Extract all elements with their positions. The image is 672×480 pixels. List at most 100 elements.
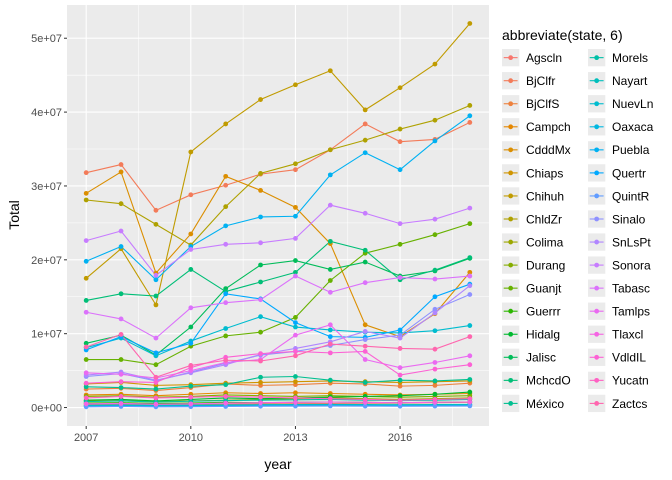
series-line-sinalo	[86, 294, 471, 382]
legend-key-point	[594, 55, 600, 61]
legend-label: Nayart	[612, 74, 648, 88]
data-point-vdldil	[327, 350, 333, 356]
data-point-yucatn	[188, 394, 194, 400]
data-point-quintr	[362, 403, 368, 409]
legend-item-tamlps: Tamlps	[588, 302, 650, 320]
legend-key-point	[508, 216, 514, 222]
data-point-quertr	[188, 340, 194, 346]
series-line-chldzr	[86, 104, 471, 246]
data-point-nuevln	[467, 323, 473, 328]
data-point-chihuh	[258, 97, 263, 102]
data-point-chldzr	[467, 103, 473, 108]
data-point-jalisc	[83, 340, 89, 346]
data-point-tlaxcl	[327, 399, 333, 405]
legend-item-guanjt: Guanjt	[502, 279, 562, 297]
data-point-cdddmx	[258, 187, 263, 193]
data-point-guanjt	[432, 232, 438, 238]
data-point-puebla	[467, 113, 473, 119]
series-line-vdldil	[86, 350, 470, 384]
plot-panel	[67, 5, 489, 426]
data-point-méxico	[188, 383, 194, 389]
series-line-snlspt	[86, 285, 471, 381]
data-point-mchcdo	[293, 269, 298, 275]
data-point-yucatn	[153, 395, 159, 401]
legend-label: Morels	[612, 51, 648, 65]
data-point-cdddmx	[188, 231, 194, 237]
data-point-tabasc	[293, 273, 298, 279]
data-point-yucatn	[293, 395, 298, 401]
data-point-puebla	[83, 258, 89, 264]
data-point-bjclfr	[467, 120, 473, 125]
data-point-sonora	[118, 228, 124, 234]
data-point-zactcs	[223, 357, 229, 363]
data-point-puebla	[432, 138, 438, 144]
data-point-méxico	[258, 374, 263, 380]
y-tick-label: 2e+07	[31, 255, 62, 267]
legend-key-point	[508, 239, 514, 245]
x-tick-label: 2016	[388, 432, 412, 444]
data-point-yucatn	[362, 397, 368, 402]
data-point-guanjt	[153, 362, 159, 368]
data-point-tabasc	[83, 309, 89, 315]
legend-label: México	[526, 397, 564, 411]
data-point-nuevln	[223, 326, 229, 331]
data-point-zactcs	[432, 346, 438, 352]
series-line-oaxaca	[86, 404, 470, 407]
legend-item-hidalg: Hidalg	[502, 325, 560, 343]
data-point-vdldil	[293, 349, 298, 354]
data-point-guanjt	[467, 221, 473, 227]
data-point-yucatn	[223, 394, 229, 399]
series-line-sonora	[86, 204, 470, 277]
y-tick-label: 3e+07	[31, 181, 62, 193]
legend-label: Jalisc	[526, 351, 556, 365]
series-line-tabasc	[86, 275, 470, 339]
legend-label: Quertr	[612, 166, 646, 180]
data-point-tabasc	[467, 273, 473, 279]
legend-key-point	[594, 147, 600, 153]
data-point-sonora	[153, 272, 159, 278]
data-point-cdddmx	[223, 173, 229, 179]
data-point-jalisc	[293, 258, 298, 263]
data-point-quertr	[223, 291, 229, 297]
data-point-vdldil	[432, 366, 438, 372]
data-point-guanjt	[258, 329, 263, 335]
legend-label: VdldIL	[612, 351, 646, 365]
data-point-chldzr	[153, 221, 159, 227]
legend-label: Agscln	[526, 51, 562, 65]
data-point-tabasc	[362, 280, 368, 286]
legend-item-nayart: Nayart	[588, 72, 648, 90]
legend-item-sonora: Sonora	[588, 256, 651, 274]
data-point-yucatn	[118, 394, 124, 399]
legend-item-sinalo: Sinalo	[588, 210, 646, 228]
data-point-chldzr	[83, 197, 89, 203]
data-point-tabasc	[118, 316, 124, 322]
data-point-zactcs	[153, 374, 159, 380]
series-line-tamlps	[86, 324, 470, 379]
data-point-chldzr	[362, 137, 368, 143]
legend-key-point	[508, 308, 514, 314]
data-point-chldzr	[118, 201, 124, 207]
data-point-méxico	[467, 377, 473, 382]
data-point-tabasc	[327, 289, 333, 295]
series-line-bjclfs	[86, 382, 470, 392]
legend-key-point	[594, 124, 600, 130]
data-point-vdldil	[258, 351, 263, 357]
series-line-chiaps	[86, 380, 470, 386]
legend-label: Tabasc	[612, 282, 650, 296]
series-line-tlaxcl	[86, 401, 470, 405]
legend-label: Puebla	[612, 143, 650, 157]
legend-label: Guerrr	[526, 305, 561, 319]
data-point-chldzr	[397, 126, 403, 132]
legend-item-oaxaca: Oaxaca	[588, 118, 654, 136]
series-line-durang	[86, 394, 470, 398]
legend-key-point	[508, 354, 514, 360]
data-point-nuevln	[432, 328, 438, 334]
data-point-hidalg	[467, 389, 473, 395]
data-point-bjclfr	[118, 162, 124, 167]
legend-items: Agscln BjClfr BjClfS Campch CdddMx Chiaps Chih…	[502, 49, 654, 413]
data-point-puebla	[362, 150, 368, 156]
data-point-guanjt	[397, 241, 403, 247]
data-point-cdddmx	[293, 204, 298, 210]
data-point-sonora	[258, 240, 263, 246]
data-point-chiaps	[258, 380, 263, 385]
